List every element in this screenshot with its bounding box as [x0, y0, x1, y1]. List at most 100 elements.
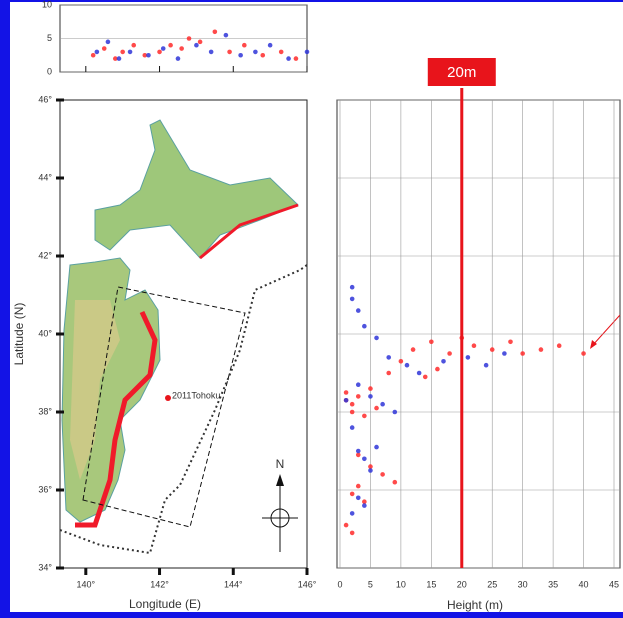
point — [368, 468, 373, 473]
point — [227, 50, 232, 55]
point — [356, 394, 361, 399]
point — [393, 480, 398, 485]
point — [466, 355, 471, 360]
point — [350, 410, 355, 415]
point — [294, 56, 299, 61]
point — [386, 355, 391, 360]
point — [350, 492, 355, 497]
point — [362, 414, 367, 419]
point — [368, 386, 373, 391]
x-axis-title: Height (m) — [447, 598, 503, 612]
point — [344, 398, 349, 403]
point — [362, 324, 367, 329]
x-tick-label: 144° — [224, 579, 243, 589]
x-tick-label: 146° — [298, 579, 317, 589]
point — [447, 351, 452, 356]
y-tick-label: 34° — [38, 562, 52, 572]
point — [102, 46, 107, 51]
threshold-label: 20m — [447, 64, 476, 81]
point — [374, 336, 379, 341]
point — [581, 351, 586, 356]
epicenter — [165, 395, 171, 401]
point — [502, 351, 507, 356]
epicenter-label: 2011Tohoku — [172, 390, 220, 400]
point — [224, 33, 229, 38]
point — [356, 484, 361, 489]
point — [423, 375, 428, 380]
point — [344, 390, 349, 395]
point — [106, 40, 111, 45]
y-tick-label: 46° — [38, 94, 52, 104]
point — [557, 343, 562, 348]
y-tick-label: 5 — [47, 33, 52, 43]
point — [356, 382, 361, 387]
page: 2011Tohoku N Longitude (E) Latitude (N) … — [0, 0, 623, 618]
point — [350, 402, 355, 407]
point — [393, 410, 398, 415]
point — [472, 343, 477, 348]
y-tick-label: 0 — [47, 66, 52, 76]
point — [350, 297, 355, 302]
point — [380, 402, 385, 407]
x-tick-label: 30 — [518, 579, 528, 589]
point — [91, 53, 96, 58]
y-tick-label: 38° — [38, 406, 52, 416]
y-tick-label: 36° — [38, 484, 52, 494]
point — [386, 371, 391, 376]
figure: 2011Tohoku N Longitude (E) Latitude (N) … — [0, 0, 623, 618]
point — [305, 50, 310, 55]
point — [356, 308, 361, 313]
x-tick-label: 142° — [150, 579, 169, 589]
point — [187, 36, 192, 41]
x-tick-label: 35 — [548, 579, 558, 589]
point — [161, 46, 166, 51]
x-axis-title: Longitude (E) — [129, 597, 201, 611]
point — [157, 50, 162, 55]
point — [520, 351, 525, 356]
point — [350, 511, 355, 516]
x-tick-label: 10 — [396, 579, 406, 589]
point — [120, 50, 125, 55]
point — [380, 472, 385, 477]
point — [95, 50, 100, 55]
x-tick-label: 15 — [426, 579, 436, 589]
y-tick-label: 40° — [38, 328, 52, 338]
point — [117, 56, 122, 61]
point — [268, 43, 273, 48]
point — [362, 503, 367, 508]
point — [539, 347, 544, 352]
point — [279, 50, 284, 55]
y-axis-title: Latitude (N) — [12, 303, 26, 366]
x-tick-label: 140° — [76, 579, 95, 589]
point — [374, 445, 379, 450]
x-tick-label: 25 — [487, 579, 497, 589]
point — [356, 449, 361, 454]
point — [350, 531, 355, 536]
x-tick-label: 45 — [609, 579, 619, 589]
x-tick-label: 0 — [337, 579, 342, 589]
point — [350, 425, 355, 430]
point — [198, 40, 203, 45]
y-tick-label: 42° — [38, 250, 52, 260]
point — [176, 56, 181, 61]
point — [374, 406, 379, 411]
point — [490, 347, 495, 352]
point — [146, 53, 151, 58]
point — [368, 394, 373, 399]
point — [405, 363, 410, 368]
point — [399, 359, 404, 364]
point — [242, 43, 247, 48]
point — [260, 53, 265, 58]
compass-label: N — [276, 457, 285, 471]
point — [362, 457, 367, 462]
point — [435, 367, 440, 372]
point — [441, 359, 446, 364]
point — [344, 523, 349, 528]
point — [484, 363, 489, 368]
x-tick-label: 40 — [579, 579, 589, 589]
point — [213, 30, 218, 35]
point — [253, 50, 258, 55]
point — [286, 56, 291, 61]
point — [209, 50, 214, 55]
point — [194, 43, 199, 48]
